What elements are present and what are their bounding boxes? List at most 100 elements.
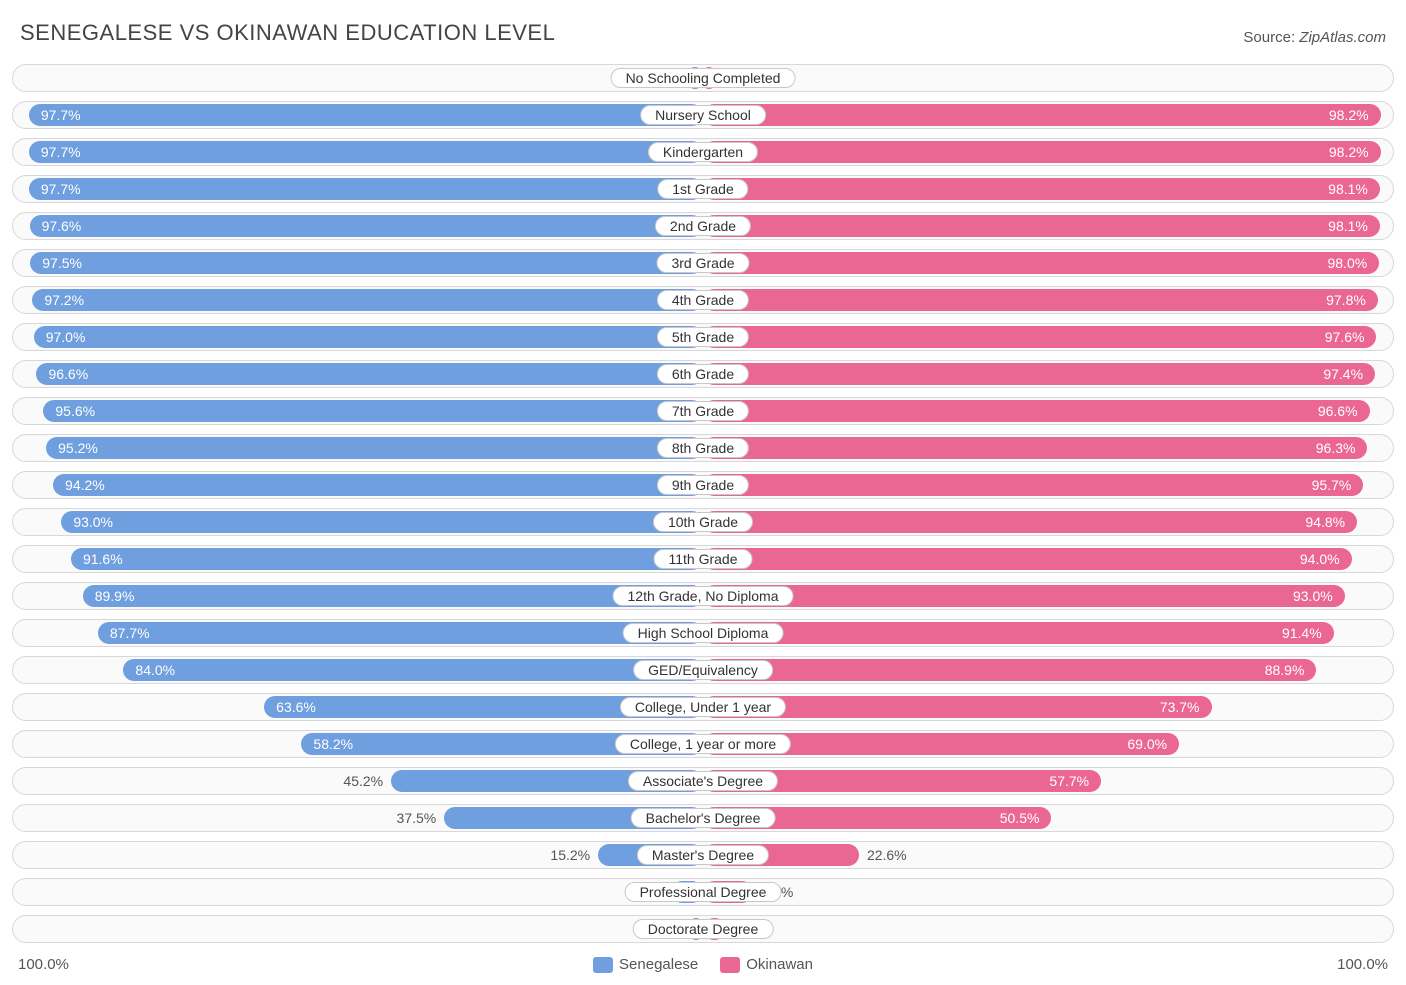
pct-left: 58.2% xyxy=(313,736,353,752)
row-label: 4th Grade xyxy=(657,290,749,310)
chart-row: 4.6%7.3%Professional Degree xyxy=(12,878,1394,906)
pct-left: 95.2% xyxy=(58,440,98,456)
chart-row: 45.2%57.7%Associate's Degree xyxy=(12,767,1394,795)
pct-left: 94.2% xyxy=(65,477,105,493)
row-label: 9th Grade xyxy=(657,475,749,495)
chart-row: 58.2%69.0%College, 1 year or more xyxy=(12,730,1394,758)
pct-right: 94.8% xyxy=(1305,514,1345,530)
bar-right: 97.6% xyxy=(703,326,1376,348)
pct-right: 69.0% xyxy=(1127,736,1167,752)
chart-row: 97.5%98.0%3rd Grade xyxy=(12,249,1394,277)
bar-left: 96.6% xyxy=(36,363,703,385)
bar-left: 97.5% xyxy=(30,252,703,274)
pct-right: 98.2% xyxy=(1329,144,1369,160)
chart-row: 2.3%1.8%No Schooling Completed xyxy=(12,64,1394,92)
pct-right: 57.7% xyxy=(1049,773,1089,789)
pct-left: 97.5% xyxy=(42,255,82,271)
bar-left: 97.6% xyxy=(30,215,703,237)
pct-right: 96.6% xyxy=(1318,403,1358,419)
bar-right: 88.9% xyxy=(703,659,1316,681)
pct-left: 97.7% xyxy=(41,107,81,123)
row-label: Bachelor's Degree xyxy=(631,808,776,828)
row-label: High School Diploma xyxy=(623,623,784,643)
source-label: Source: xyxy=(1243,29,1299,46)
bar-right: 95.7% xyxy=(703,474,1363,496)
bar-left: 97.0% xyxy=(34,326,703,348)
pct-right: 98.0% xyxy=(1327,255,1367,271)
pct-right: 94.0% xyxy=(1300,551,1340,567)
pct-left: 45.2% xyxy=(343,773,383,789)
pct-right: 97.6% xyxy=(1325,329,1365,345)
pct-right: 22.6% xyxy=(867,847,907,863)
pct-left: 97.2% xyxy=(44,292,84,308)
source-site: ZipAtlas.com xyxy=(1299,29,1386,46)
bar-left: 89.9% xyxy=(83,585,703,607)
pct-right: 98.2% xyxy=(1329,107,1369,123)
chart-row: 87.7% 91.4% High School Diploma xyxy=(12,619,1394,647)
chart-row: 15.2%22.6%Master's Degree xyxy=(12,841,1394,869)
row-label: 1st Grade xyxy=(657,179,748,199)
chart-source: Source: ZipAtlas.com xyxy=(1243,29,1386,46)
chart-row: 91.6%94.0%11th Grade xyxy=(12,545,1394,573)
row-label: 8th Grade xyxy=(657,438,749,458)
pct-right: 91.4% xyxy=(1282,625,1322,641)
pct-left: 91.6% xyxy=(83,551,123,567)
bar-left: 97.7% xyxy=(29,141,703,163)
pct-left: 87.7% xyxy=(110,625,150,641)
pct-left: 97.7% xyxy=(41,181,81,197)
legend-left: Senegalese xyxy=(593,956,698,973)
legend-swatch-right xyxy=(720,957,740,973)
pct-left: 84.0% xyxy=(135,662,175,678)
chart-header: SENEGALESE VS OKINAWAN EDUCATION LEVEL S… xyxy=(12,12,1394,64)
bar-right: 97.4% xyxy=(703,363,1375,385)
bar-left: 97.7% xyxy=(29,178,703,200)
chart-row: 95.2% 96.3% 8th Grade xyxy=(12,434,1394,462)
bar-left: 84.0% xyxy=(123,659,703,681)
chart-row: 94.2% 95.7%9th Grade xyxy=(12,471,1394,499)
bar-right: 96.6% xyxy=(703,400,1370,422)
pct-right: 96.3% xyxy=(1316,440,1356,456)
row-label: Master's Degree xyxy=(637,845,769,865)
row-label: GED/Equivalency xyxy=(633,660,773,680)
axis-right-max: 100.0% xyxy=(1337,956,1388,973)
chart-row: 93.0%94.8%10th Grade xyxy=(12,508,1394,536)
row-label: 7th Grade xyxy=(657,401,749,421)
legend-swatch-left xyxy=(593,957,613,973)
row-label: 12th Grade, No Diploma xyxy=(613,586,794,606)
row-label: 2nd Grade xyxy=(655,216,751,236)
bar-right: 98.1% xyxy=(703,178,1380,200)
bar-left: 87.7% xyxy=(98,622,703,644)
axis-left-max: 100.0% xyxy=(18,956,69,973)
row-label: Doctorate Degree xyxy=(633,919,774,939)
chart-row: 97.7% 98.1% 1st Grade xyxy=(12,175,1394,203)
chart-row: 97.2% 97.8% 4th Grade xyxy=(12,286,1394,314)
chart-row: 63.6%73.7%College, Under 1 year xyxy=(12,693,1394,721)
legend-right: Okinawan xyxy=(720,956,813,973)
legend-right-label: Okinawan xyxy=(746,956,813,973)
pct-left: 37.5% xyxy=(397,810,437,826)
chart-title: SENEGALESE VS OKINAWAN EDUCATION LEVEL xyxy=(20,20,555,46)
legend: Senegalese Okinawan xyxy=(593,956,813,973)
pct-right: 98.1% xyxy=(1328,181,1368,197)
bar-left: 97.2% xyxy=(32,289,703,311)
chart-row: 97.7% 98.2% Nursery School xyxy=(12,101,1394,129)
diverging-bar-chart: 2.3%1.8%No Schooling Completed 97.7% 98.2%… xyxy=(12,64,1394,943)
chart-row: 95.6%96.6%7th Grade xyxy=(12,397,1394,425)
pct-left: 96.6% xyxy=(48,366,88,382)
row-label: 5th Grade xyxy=(657,327,749,347)
chart-row: 97.6%98.1%2nd Grade xyxy=(12,212,1394,240)
bar-right: 94.0% xyxy=(703,548,1352,570)
pct-right: 88.9% xyxy=(1265,662,1305,678)
pct-right: 97.4% xyxy=(1323,366,1363,382)
axis-legend-row: 100.0% Senegalese Okinawan 100.0% xyxy=(12,952,1394,973)
bar-right: 93.0% xyxy=(703,585,1345,607)
pct-left: 89.9% xyxy=(95,588,135,604)
row-label: Nursery School xyxy=(640,105,766,125)
pct-right: 97.8% xyxy=(1326,292,1366,308)
bar-right: 94.8% xyxy=(703,511,1357,533)
pct-left: 97.6% xyxy=(42,218,82,234)
pct-left: 97.0% xyxy=(46,329,86,345)
bar-right: 96.3% xyxy=(703,437,1367,459)
bar-left: 94.2% xyxy=(53,474,703,496)
bar-left: 95.2% xyxy=(46,437,703,459)
